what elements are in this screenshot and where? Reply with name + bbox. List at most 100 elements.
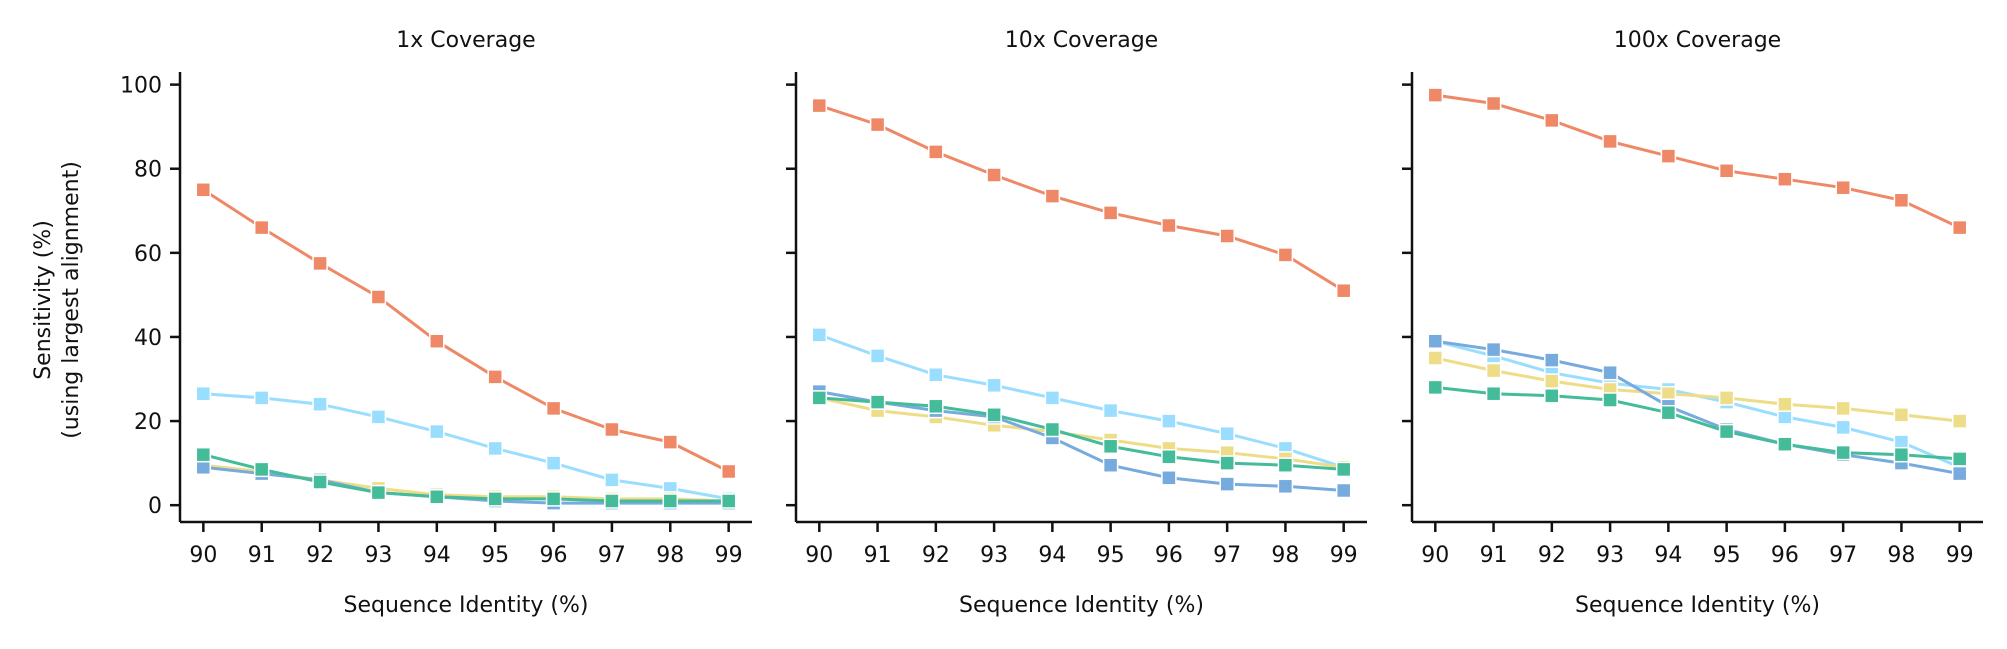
x-tick-label: 91 — [1480, 543, 1508, 568]
data-point — [1893, 192, 1910, 209]
data-point — [720, 493, 737, 509]
data-point — [1277, 247, 1294, 263]
data-point — [1277, 457, 1294, 473]
series-line — [1435, 339, 1960, 476]
data-point — [1777, 436, 1793, 452]
data-point — [1718, 390, 1735, 406]
data-point — [312, 474, 328, 490]
x-tick-label: 95 — [1097, 543, 1125, 568]
data-point — [1544, 112, 1560, 129]
series-line — [1434, 356, 1960, 423]
data-point — [1485, 95, 1502, 112]
panel-1: 1x Coverage 0 20 40 60 80 100 90 91 92 93 94 95 96 97 9… — [120, 28, 752, 618]
x-tick-label: 95 — [481, 543, 509, 568]
data-point — [1044, 188, 1061, 204]
data-point — [429, 423, 445, 440]
data-point — [1102, 205, 1119, 221]
data-point — [545, 400, 562, 417]
y-tick-label: 100 — [120, 74, 162, 99]
data-point — [1427, 350, 1444, 366]
data-point — [1485, 362, 1502, 379]
data-point — [429, 489, 445, 505]
data-point — [869, 116, 886, 133]
data-point — [487, 369, 503, 385]
data-point — [1777, 396, 1793, 412]
data-point — [1951, 465, 1968, 482]
x-tick-label: 96 — [540, 543, 568, 568]
data-point — [195, 385, 212, 402]
data-point — [545, 455, 562, 471]
x-tick-label: 92 — [922, 543, 950, 568]
panel-3: 100x Coverage 90 91 92 93 94 95 96 97 98 99 Sequenc… — [1402, 28, 1983, 618]
data-point — [1161, 413, 1177, 429]
data-point — [1835, 444, 1851, 461]
panel-title: 100x Coverage — [1614, 28, 1781, 53]
series-line — [818, 396, 1344, 469]
data-point — [1835, 419, 1851, 436]
x-tick-label: 90 — [805, 543, 833, 568]
data-point — [1951, 451, 1968, 467]
data-point — [1893, 407, 1910, 423]
data-point — [1544, 373, 1560, 389]
data-point — [604, 421, 620, 438]
data-point — [253, 390, 270, 406]
data-point — [253, 461, 270, 478]
y-tick-label: 80 — [134, 158, 162, 183]
data-point — [429, 333, 445, 349]
data-point — [1718, 163, 1735, 179]
data-point — [811, 390, 828, 406]
data-point — [370, 409, 387, 425]
y-axis-label-line1: Sensitivity (%) — [31, 220, 56, 380]
x-tick-label: 98 — [656, 543, 684, 568]
data-point — [1335, 282, 1352, 299]
data-point — [195, 446, 212, 463]
data-point — [869, 394, 886, 410]
data-point — [1951, 219, 1968, 236]
x-tick-label: 90 — [189, 543, 217, 568]
series-line — [202, 453, 729, 503]
x-tick-label: 93 — [1596, 543, 1624, 568]
panel-title: 10x Coverage — [1005, 28, 1158, 53]
data-point — [662, 493, 679, 509]
x-tick-label: 96 — [1771, 543, 1799, 568]
series-line — [202, 188, 730, 473]
data-point — [928, 398, 944, 415]
data-point — [1044, 421, 1061, 438]
data-point — [487, 440, 503, 457]
panel-2: 10x Coverage 90 91 92 93 94 95 96 97 98 99 Sequence… — [786, 28, 1367, 618]
data-point — [1102, 402, 1119, 419]
data-point — [1602, 392, 1618, 408]
data-point — [604, 472, 620, 488]
x-tick-label: 92 — [1538, 543, 1566, 568]
data-point — [1427, 87, 1444, 103]
data-point — [1161, 470, 1177, 486]
data-point — [1835, 400, 1851, 417]
x-tick-label: 99 — [1330, 543, 1358, 568]
data-point — [1335, 461, 1352, 478]
data-point — [1219, 228, 1235, 244]
y-tick-label: 40 — [134, 326, 162, 351]
x-axis-label: Sequence Identity (%) — [959, 593, 1204, 618]
series-line — [818, 333, 1345, 469]
data-point — [928, 144, 944, 160]
data-point — [869, 348, 886, 364]
data-point — [1219, 425, 1235, 442]
series-line — [1434, 339, 1961, 469]
x-tick-label: 93 — [364, 543, 392, 568]
data-point — [1427, 333, 1444, 349]
data-point — [662, 434, 679, 450]
data-point — [1161, 449, 1177, 465]
series-line — [819, 390, 1344, 492]
data-point — [1161, 217, 1177, 234]
series-line — [203, 392, 729, 501]
data-point — [253, 219, 270, 236]
data-point — [986, 407, 1002, 423]
data-point — [545, 491, 562, 507]
data-point — [1044, 390, 1061, 406]
x-axis-label: Sequence Identity (%) — [1575, 593, 1820, 618]
x-tick-label: 97 — [598, 543, 626, 568]
x-tick-label: 97 — [1213, 543, 1241, 568]
x-tick-label: 94 — [423, 543, 451, 568]
series-line — [1435, 385, 1960, 461]
x-tick-label: 94 — [1038, 543, 1066, 568]
